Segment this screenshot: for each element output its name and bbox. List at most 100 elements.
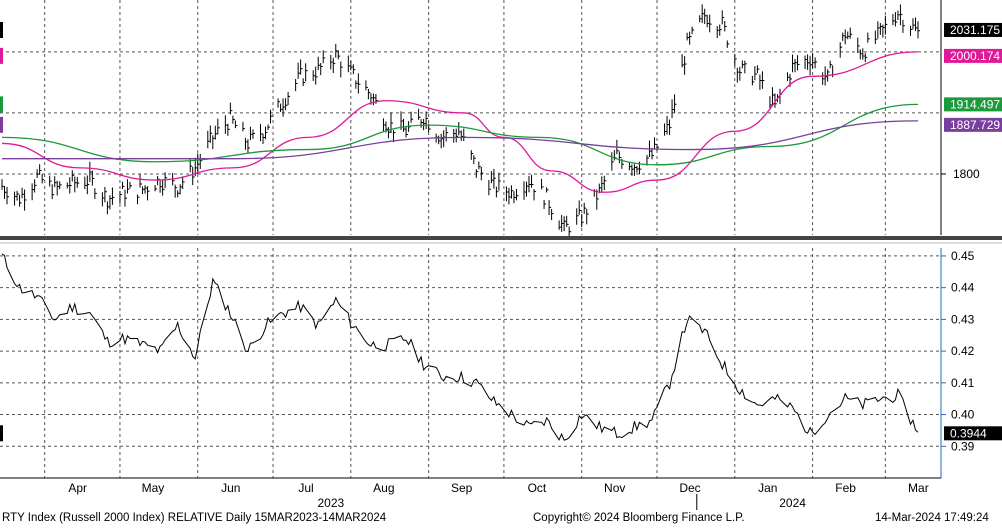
- price-bar: [558, 220, 562, 230]
- price-bar: [234, 120, 238, 129]
- price-bar: [857, 37, 860, 53]
- price-bar: [515, 188, 519, 201]
- lower-y-tick-label: 0.42: [951, 344, 975, 358]
- price-bar: [716, 26, 720, 39]
- price-bar: [249, 126, 253, 141]
- price-bar: [355, 80, 358, 89]
- price-bar: [899, 4, 903, 26]
- price-bar: [302, 78, 306, 87]
- price-bar: [142, 186, 145, 195]
- price-bar: [653, 137, 657, 149]
- price-bar: [510, 185, 514, 199]
- price-bar: [69, 177, 72, 194]
- lower-panel-grid: [0, 248, 941, 478]
- x-tick-label: Jan: [758, 481, 777, 495]
- price-bar: [217, 118, 220, 135]
- price-bar: [101, 192, 105, 207]
- price-bar: [628, 162, 632, 171]
- price-bar: [455, 128, 459, 143]
- price-bar: [332, 57, 336, 74]
- price-bar: [794, 58, 798, 73]
- price-bar: [242, 121, 245, 132]
- price-bar: [287, 91, 291, 106]
- price-bar: [84, 176, 87, 190]
- price-bar: [844, 29, 848, 45]
- left-series-marker: [0, 425, 3, 442]
- moving-average-line-3: [2, 120, 919, 160]
- price-bar: [814, 57, 818, 69]
- x-tick-label: Sep: [451, 481, 473, 495]
- price-bar: [137, 194, 140, 205]
- x-tick-label: Feb: [835, 481, 856, 495]
- footer-copyright: Copyright© 2024 Bloomberg Finance L.P.: [533, 512, 745, 524]
- price-bar: [563, 216, 567, 232]
- price-bar: [909, 25, 913, 36]
- price-bar: [611, 152, 614, 171]
- price-bar: [771, 87, 775, 106]
- price-bar: [704, 8, 707, 24]
- upper-panel-series: [1, 4, 920, 239]
- price-bar: [691, 26, 695, 35]
- price-bar: [199, 153, 203, 170]
- price-bar: [315, 66, 318, 85]
- price-bar: [862, 48, 865, 60]
- price-bar: [689, 31, 692, 45]
- price-bar: [86, 175, 90, 195]
- price-bar: [721, 10, 725, 25]
- price-bar: [174, 184, 178, 198]
- price-bar: [513, 191, 516, 204]
- svg-text:2000.174: 2000.174: [950, 49, 1000, 63]
- price-bar: [76, 176, 80, 188]
- price-bar: [440, 133, 444, 149]
- price-bar: [636, 165, 639, 173]
- price-bar: [357, 73, 361, 94]
- price-bar: [709, 14, 712, 33]
- price-bar: [312, 70, 316, 81]
- price-bar: [812, 53, 815, 69]
- last-value-tag-ma1: 2000.174: [944, 48, 1002, 63]
- price-bar: [36, 169, 40, 178]
- price-bar: [561, 214, 564, 232]
- price-bar: [578, 200, 582, 215]
- price-bar: [347, 55, 351, 73]
- price-bar: [754, 66, 757, 81]
- lower-y-tick-label: 0.39: [951, 439, 975, 453]
- price-bar: [382, 118, 386, 132]
- price-bar: [453, 128, 456, 143]
- price-bar: [24, 189, 27, 211]
- price-bar: [330, 54, 333, 70]
- moving-average-line-2: [1, 103, 919, 166]
- x-tick-label: Oct: [528, 481, 547, 495]
- price-bar: [367, 88, 371, 100]
- price-bar: [674, 94, 677, 113]
- price-bar: [59, 181, 62, 190]
- price-bar: [797, 55, 800, 71]
- price-bar: [726, 40, 730, 48]
- last-value-tag-relative: 0.3944: [944, 426, 1002, 441]
- price-bar: [744, 60, 747, 74]
- price-bar: [470, 150, 474, 160]
- price-bar: [759, 74, 762, 90]
- price-bar: [244, 137, 248, 150]
- price-bar: [761, 71, 765, 89]
- price-bar: [541, 178, 544, 190]
- price-bar: [914, 17, 918, 32]
- price-bar: [54, 176, 57, 188]
- price-bar: [593, 189, 597, 197]
- price-bar: [488, 180, 491, 196]
- price-bar: [463, 128, 466, 142]
- price-bar: [337, 50, 341, 60]
- x-tick-label: May: [142, 481, 165, 495]
- price-bar: [162, 180, 165, 196]
- price-bar: [4, 186, 7, 200]
- price-bar: [699, 15, 702, 23]
- price-bar: [322, 50, 326, 64]
- price-bar: [207, 130, 210, 149]
- price-bar: [192, 166, 195, 186]
- price-bar: [671, 99, 675, 119]
- price-bar: [867, 32, 870, 43]
- moving-average-line-1: [1, 51, 919, 193]
- price-bar: [144, 185, 148, 194]
- price-bar: [74, 176, 77, 193]
- price-bar: [420, 119, 424, 128]
